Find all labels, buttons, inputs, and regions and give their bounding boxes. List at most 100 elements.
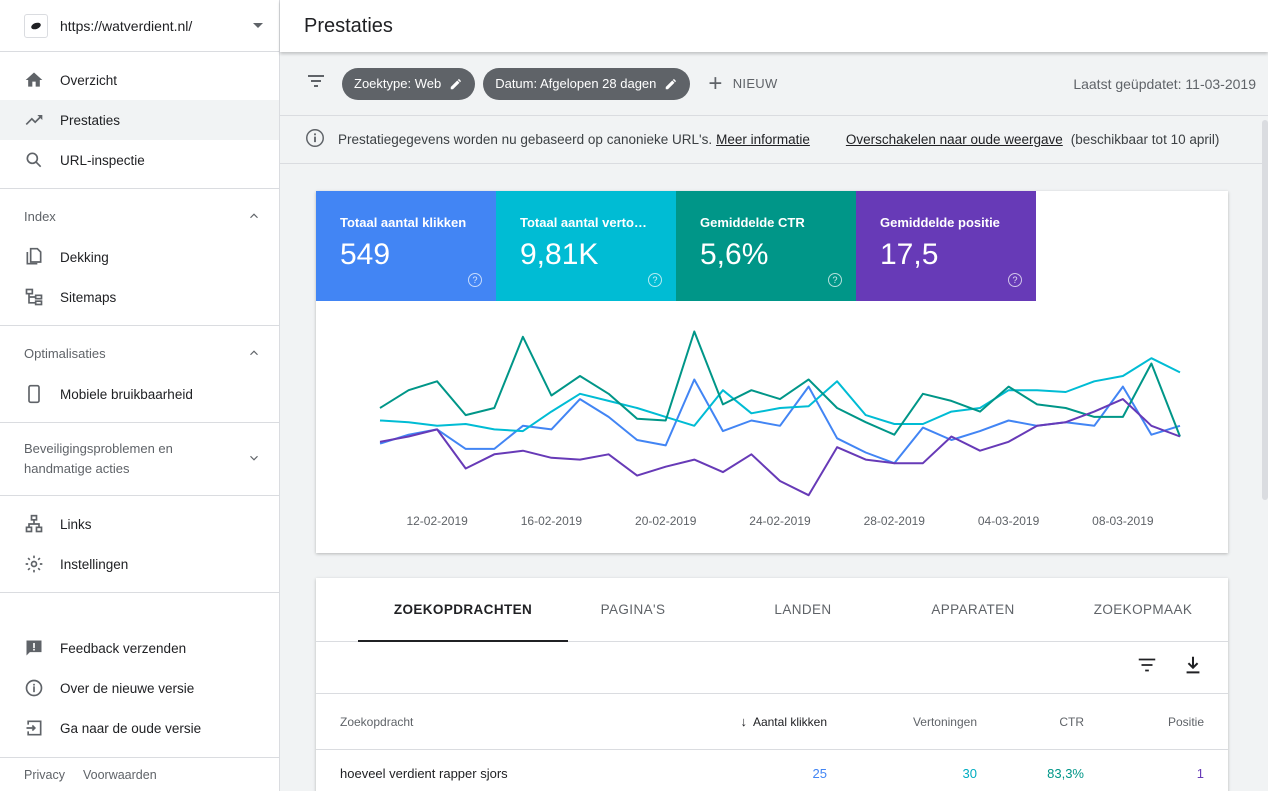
cell-impressions: 30 [962, 765, 977, 781]
x-tick-label: 04-03-2019 [978, 514, 1040, 528]
filter-icon[interactable] [304, 69, 328, 98]
x-tick-label: 16-02-2019 [521, 514, 583, 528]
nav-security: Beveiligingsproblemen en handmatige acti… [0, 423, 279, 496]
sidebar-item-label: Ga naar de oude versie [60, 720, 202, 736]
terms-link[interactable]: Voorwaarden [82, 767, 157, 782]
info-banner: Prestatiegegevens worden nu gebaseerd op… [280, 116, 1268, 164]
metric-value: 17,5 [880, 238, 939, 271]
info-text: Prestatiegegevens worden nu gebaseerd op… [338, 132, 713, 147]
new-filter-label: NIEUW [732, 76, 778, 91]
sidebar-item-about-new[interactable]: Over de nieuwe versie [0, 668, 279, 708]
queries-table-card: ZOEKOPDRACHTEN PAGINA'S LANDEN APPARATEN… [316, 578, 1228, 791]
date-range-chip[interactable]: Datum: Afgelopen 28 dagen [483, 67, 691, 100]
metric-clicks[interactable]: Totaal aantal klikken 549 ? [316, 191, 496, 301]
sidebar-item-old-version[interactable]: Ga naar de oude versie [0, 708, 279, 748]
col-clicks[interactable]: ↓ Aantal klikken [697, 714, 827, 729]
metric-impressions[interactable]: Totaal aantal vertoningen 9,81K ? [496, 191, 676, 301]
sitemap-icon [24, 287, 44, 307]
metric-label: Totaal aantal klikken [340, 215, 467, 230]
sidebar-item-mobile-usability[interactable]: Mobiele bruikbaarheid [0, 374, 279, 414]
cell-clicks: 25 [812, 765, 827, 781]
sidebar-item-label: Instellingen [60, 556, 129, 572]
section-security-header[interactable]: Beveiligingsproblemen en handmatige acti… [0, 431, 279, 487]
sidebar-item-coverage[interactable]: Dekking [0, 237, 279, 277]
filter-rows-icon[interactable] [1136, 654, 1158, 681]
switch-old-view-link[interactable]: Overschakelen naar oude weergave [845, 132, 1063, 147]
sidebar-item-label: Overzicht [60, 72, 118, 88]
metric-position[interactable]: Gemiddelde positie 17,5 ? [856, 191, 1036, 301]
sidebar-item-label: Links [60, 516, 92, 532]
help-icon[interactable]: ? [648, 273, 662, 287]
sort-down-arrow-icon: ↓ [740, 714, 747, 729]
sidebar-item-sitemaps[interactable]: Sitemaps [0, 277, 279, 317]
tab-devices[interactable]: APPARATEN [931, 602, 1015, 617]
col-clicks-label: Aantal klikken [752, 715, 827, 729]
nav-bottom: Feedback verzenden Over de nieuwe versie… [0, 628, 279, 748]
sidebar-item-settings[interactable]: Instellingen [0, 544, 279, 584]
page-header: Prestaties [280, 0, 1268, 52]
dropdown-caret-icon [253, 23, 263, 28]
search-icon [24, 150, 44, 170]
metric-value: 9,81K [520, 238, 599, 271]
metric-value: 5,6% [700, 238, 769, 271]
scrollbar[interactable] [1262, 120, 1268, 500]
sidebar-item-url-inspection[interactable]: URL-inspectie [0, 140, 279, 180]
more-info-link[interactable]: Meer informatie [716, 132, 810, 147]
col-impressions[interactable]: Vertoningen [912, 714, 977, 729]
sidebar-item-feedback[interactable]: Feedback verzenden [0, 628, 279, 668]
filter-bar: Zoektype: Web Datum: Afgelopen 28 dagen … [280, 52, 1268, 116]
help-icon[interactable]: ? [468, 273, 482, 287]
line-chart[interactable]: 12-02-2019 16-02-2019 20-02-2019 24-02-2019… [316, 301, 1228, 553]
metric-label: Totaal aantal vertoningen [520, 215, 652, 230]
col-query[interactable]: Zoekopdracht [340, 714, 414, 729]
tab-search-appearance[interactable]: ZOEKOPMAAK [1093, 602, 1193, 617]
last-updated-text: Laatst geüpdatet: 11-03-2019 [1073, 75, 1256, 92]
section-title: Index [24, 209, 56, 224]
series-line-3[interactable] [379, 398, 1181, 497]
metric-ctr[interactable]: Gemiddelde CTR 5,6% ? [676, 191, 856, 301]
sidebar-item-label: URL-inspectie [60, 152, 145, 168]
file-copy-icon [24, 247, 44, 267]
metric-label: Gemiddelde CTR [700, 215, 805, 230]
sidebar-item-label: Dekking [60, 249, 109, 265]
tab-queries[interactable]: ZOEKOPDRACHTEN [358, 578, 568, 642]
sidebar-item-links[interactable]: Links [0, 504, 279, 544]
section-title: Optimalisaties [24, 346, 106, 361]
property-selector[interactable]: https://watverdient.nl/ [0, 0, 279, 52]
x-tick-label: 20-02-2019 [635, 514, 697, 528]
tab-countries[interactable]: LANDEN [774, 602, 832, 617]
new-filter-button[interactable]: + NIEUW [708, 71, 778, 96]
tab-pages[interactable]: PAGINA'S [600, 602, 666, 617]
page-title: Prestaties [304, 14, 393, 37]
info-icon [24, 678, 44, 698]
sidebar-item-overview[interactable]: Overzicht [0, 60, 279, 100]
nav-main: Overzicht Prestaties URL-inspectie [0, 52, 279, 189]
privacy-link[interactable]: Privacy [24, 767, 65, 782]
sidebar-item-label: Over de nieuwe versie [60, 680, 195, 696]
chevron-up-icon [247, 209, 261, 226]
search-type-chip[interactable]: Zoektype: Web [342, 67, 476, 100]
col-ctr[interactable]: CTR [1059, 714, 1084, 729]
table-row[interactable]: hoeveel verdient rapper sjors 25 30 83,3… [316, 750, 1228, 791]
series-line-1[interactable] [379, 357, 1181, 433]
col-position[interactable]: Positie [1167, 714, 1204, 729]
sidebar-item-label: Feedback verzenden [60, 640, 187, 656]
site-favicon-icon [24, 13, 48, 38]
table-header: Zoekopdracht ↓ Aantal klikken Vertoningen… [316, 694, 1228, 750]
x-tick-label: 28-02-2019 [864, 514, 926, 528]
performance-chart-card: Totaal aantal klikken 549 ? Totaal aanta… [316, 191, 1228, 553]
sidebar-item-label: Mobiele bruikbaarheid [60, 386, 193, 402]
cell-query: hoeveel verdient rapper sjors [340, 765, 508, 781]
help-icon[interactable]: ? [828, 273, 842, 287]
download-icon[interactable] [1182, 654, 1204, 681]
series-line-2[interactable] [379, 330, 1181, 437]
metric-value: 549 [340, 238, 391, 271]
exit-icon [24, 718, 44, 738]
section-optimizations-header[interactable]: Optimalisaties [0, 334, 279, 374]
sidebar: https://watverdient.nl/ Overzicht Presta… [0, 0, 280, 791]
x-tick-label: 24-02-2019 [749, 514, 811, 528]
sidebar-item-performance[interactable]: Prestaties [0, 100, 279, 140]
section-index-header[interactable]: Index [0, 197, 279, 237]
x-tick-label: 12-02-2019 [406, 514, 468, 528]
help-icon[interactable]: ? [1008, 273, 1022, 287]
